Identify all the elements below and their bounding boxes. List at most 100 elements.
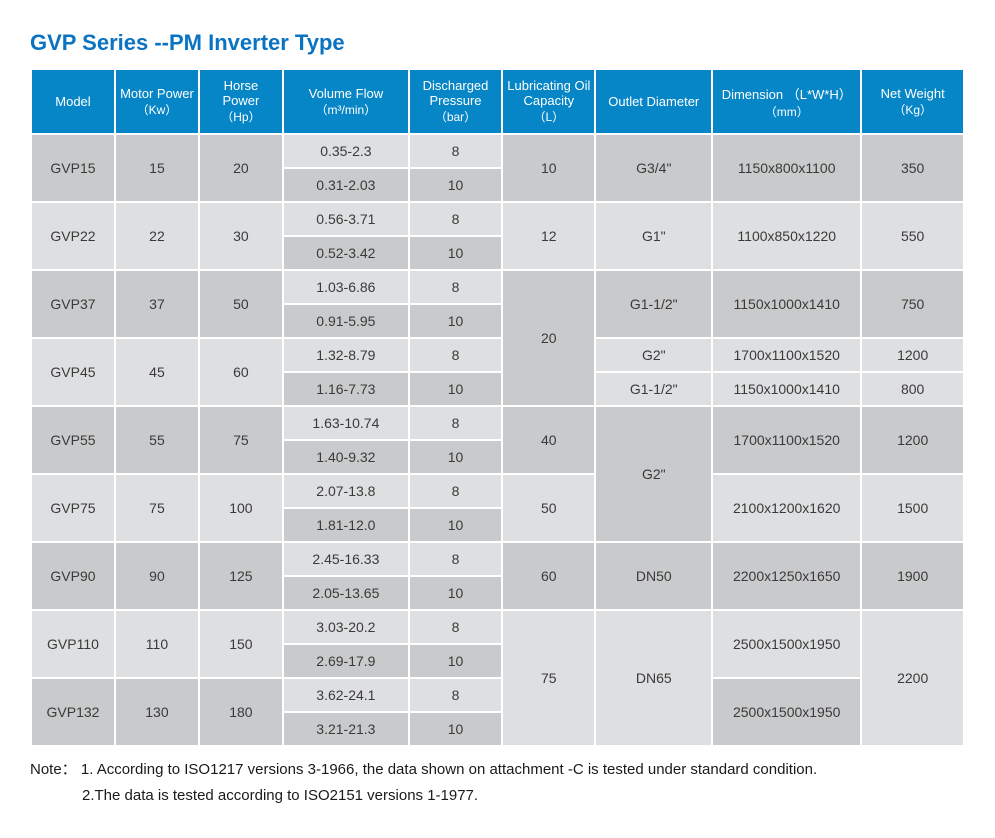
cell-oil: 12: [502, 202, 595, 270]
cell-dim: 2500x1500x1950: [712, 610, 861, 678]
cell-dim: 2200x1250x1650: [712, 542, 861, 610]
cell-flow: 2.07-13.8: [283, 474, 409, 508]
cell-flow: 1.40-9.32: [283, 440, 409, 474]
cell-flow: 0.31-2.03: [283, 168, 409, 202]
cell-bar: 8: [409, 542, 502, 576]
cell-bar: 8: [409, 134, 502, 168]
cell-oil: 50: [502, 474, 595, 542]
cell-hp: 180: [199, 678, 283, 746]
cell-bar: 10: [409, 440, 502, 474]
cell-bar: 10: [409, 304, 502, 338]
cell-bar: 10: [409, 508, 502, 542]
note-line-2: 2.The data is tested according to ISO215…: [30, 783, 965, 809]
cell-dim: 1700x1100x1520: [712, 338, 861, 372]
cell-bar: 8: [409, 270, 502, 304]
col-wt: Net Weight（Kg）: [861, 69, 964, 134]
table-row: GVP75 75 100 2.07-13.8 8 50 2100x1200x16…: [31, 474, 964, 508]
cell-flow: 2.45-16.33: [283, 542, 409, 576]
cell-outlet: G2": [595, 406, 712, 542]
cell-flow: 3.21-21.3: [283, 712, 409, 746]
cell-flow: 1.81-12.0: [283, 508, 409, 542]
col-outlet: Outlet Diameter: [595, 69, 712, 134]
cell-flow: 3.62-24.1: [283, 678, 409, 712]
table-row: GVP55 55 75 1.63-10.74 8 40 G2" 1700x110…: [31, 406, 964, 440]
cell-bar: 10: [409, 168, 502, 202]
cell-outlet: G1-1/2": [595, 270, 712, 338]
col-dim: Dimension （L*W*H）（mm）: [712, 69, 861, 134]
cell-outlet: DN50: [595, 542, 712, 610]
cell-bar: 10: [409, 236, 502, 270]
cell-kw: 45: [115, 338, 199, 406]
cell-bar: 8: [409, 474, 502, 508]
table-row: GVP37 37 50 1.03-6.86 8 20 G1-1/2" 1150x…: [31, 270, 964, 304]
cell-model: GVP75: [31, 474, 115, 542]
cell-hp: 30: [199, 202, 283, 270]
cell-wt: 2200: [861, 610, 964, 746]
cell-bar: 8: [409, 338, 502, 372]
cell-flow: 2.05-13.65: [283, 576, 409, 610]
cell-wt: 750: [861, 270, 964, 338]
cell-outlet: DN65: [595, 610, 712, 746]
cell-bar: 10: [409, 644, 502, 678]
cell-wt: 1200: [861, 338, 964, 372]
cell-hp: 60: [199, 338, 283, 406]
cell-oil: 10: [502, 134, 595, 202]
cell-wt: 550: [861, 202, 964, 270]
cell-flow: 3.03-20.2: [283, 610, 409, 644]
cell-oil: 75: [502, 610, 595, 746]
cell-oil: 40: [502, 406, 595, 474]
cell-bar: 8: [409, 678, 502, 712]
cell-wt: 1900: [861, 542, 964, 610]
cell-wt: 1500: [861, 474, 964, 542]
cell-model: GVP90: [31, 542, 115, 610]
col-oil: Lubricating Oil Capacity（L）: [502, 69, 595, 134]
cell-dim: 2500x1500x1950: [712, 678, 861, 746]
cell-hp: 75: [199, 406, 283, 474]
cell-bar: 10: [409, 712, 502, 746]
cell-wt: 1200: [861, 406, 964, 474]
cell-flow: 0.35-2.3: [283, 134, 409, 168]
cell-flow: 2.69-17.9: [283, 644, 409, 678]
cell-dim: 2100x1200x1620: [712, 474, 861, 542]
cell-bar: 10: [409, 576, 502, 610]
col-model: Model: [31, 69, 115, 134]
table-row: GVP15 15 20 0.35-2.3 8 10 G3/4" 1150x800…: [31, 134, 964, 168]
cell-flow: 0.91-5.95: [283, 304, 409, 338]
cell-model: GVP15: [31, 134, 115, 202]
cell-wt: 800: [861, 372, 964, 406]
page-title: GVP Series --PM Inverter Type: [30, 30, 965, 56]
spec-table: Model Motor Power（Kw） Horse Power（Hp） Vo…: [30, 68, 965, 747]
table-row: GVP132 130 180 3.62-24.1 8 2500x1500x195…: [31, 678, 964, 712]
cell-hp: 150: [199, 610, 283, 678]
cell-kw: 55: [115, 406, 199, 474]
cell-dim: 1150x1000x1410: [712, 270, 861, 338]
cell-model: GVP55: [31, 406, 115, 474]
cell-kw: 37: [115, 270, 199, 338]
table-row: GVP45 45 60 1.32-8.79 8 G2" 1700x1100x15…: [31, 338, 964, 372]
cell-model: GVP37: [31, 270, 115, 338]
cell-flow: 1.32-8.79: [283, 338, 409, 372]
note-line-1: Note： 1. According to ISO1217 versions 3…: [30, 757, 965, 783]
cell-oil: 60: [502, 542, 595, 610]
cell-flow: 0.52-3.42: [283, 236, 409, 270]
header-row: Model Motor Power（Kw） Horse Power（Hp） Vo…: [31, 69, 964, 134]
cell-kw: 75: [115, 474, 199, 542]
cell-oil: 20: [502, 270, 595, 406]
table-row: GVP22 22 30 0.56-3.71 8 12 G1" 1100x850x…: [31, 202, 964, 236]
cell-bar: 8: [409, 406, 502, 440]
cell-hp: 100: [199, 474, 283, 542]
cell-kw: 110: [115, 610, 199, 678]
cell-hp: 125: [199, 542, 283, 610]
col-hp: Horse Power（Hp）: [199, 69, 283, 134]
cell-bar: 10: [409, 372, 502, 406]
cell-dim: 1100x850x1220: [712, 202, 861, 270]
notes: Note： 1. According to ISO1217 versions 3…: [30, 757, 965, 808]
cell-kw: 22: [115, 202, 199, 270]
cell-dim: 1700x1100x1520: [712, 406, 861, 474]
cell-outlet: G3/4": [595, 134, 712, 202]
cell-bar: 8: [409, 610, 502, 644]
cell-model: GVP110: [31, 610, 115, 678]
col-bar: Discharged Pressure（bar）: [409, 69, 502, 134]
cell-flow: 0.56-3.71: [283, 202, 409, 236]
cell-flow: 1.16-7.73: [283, 372, 409, 406]
